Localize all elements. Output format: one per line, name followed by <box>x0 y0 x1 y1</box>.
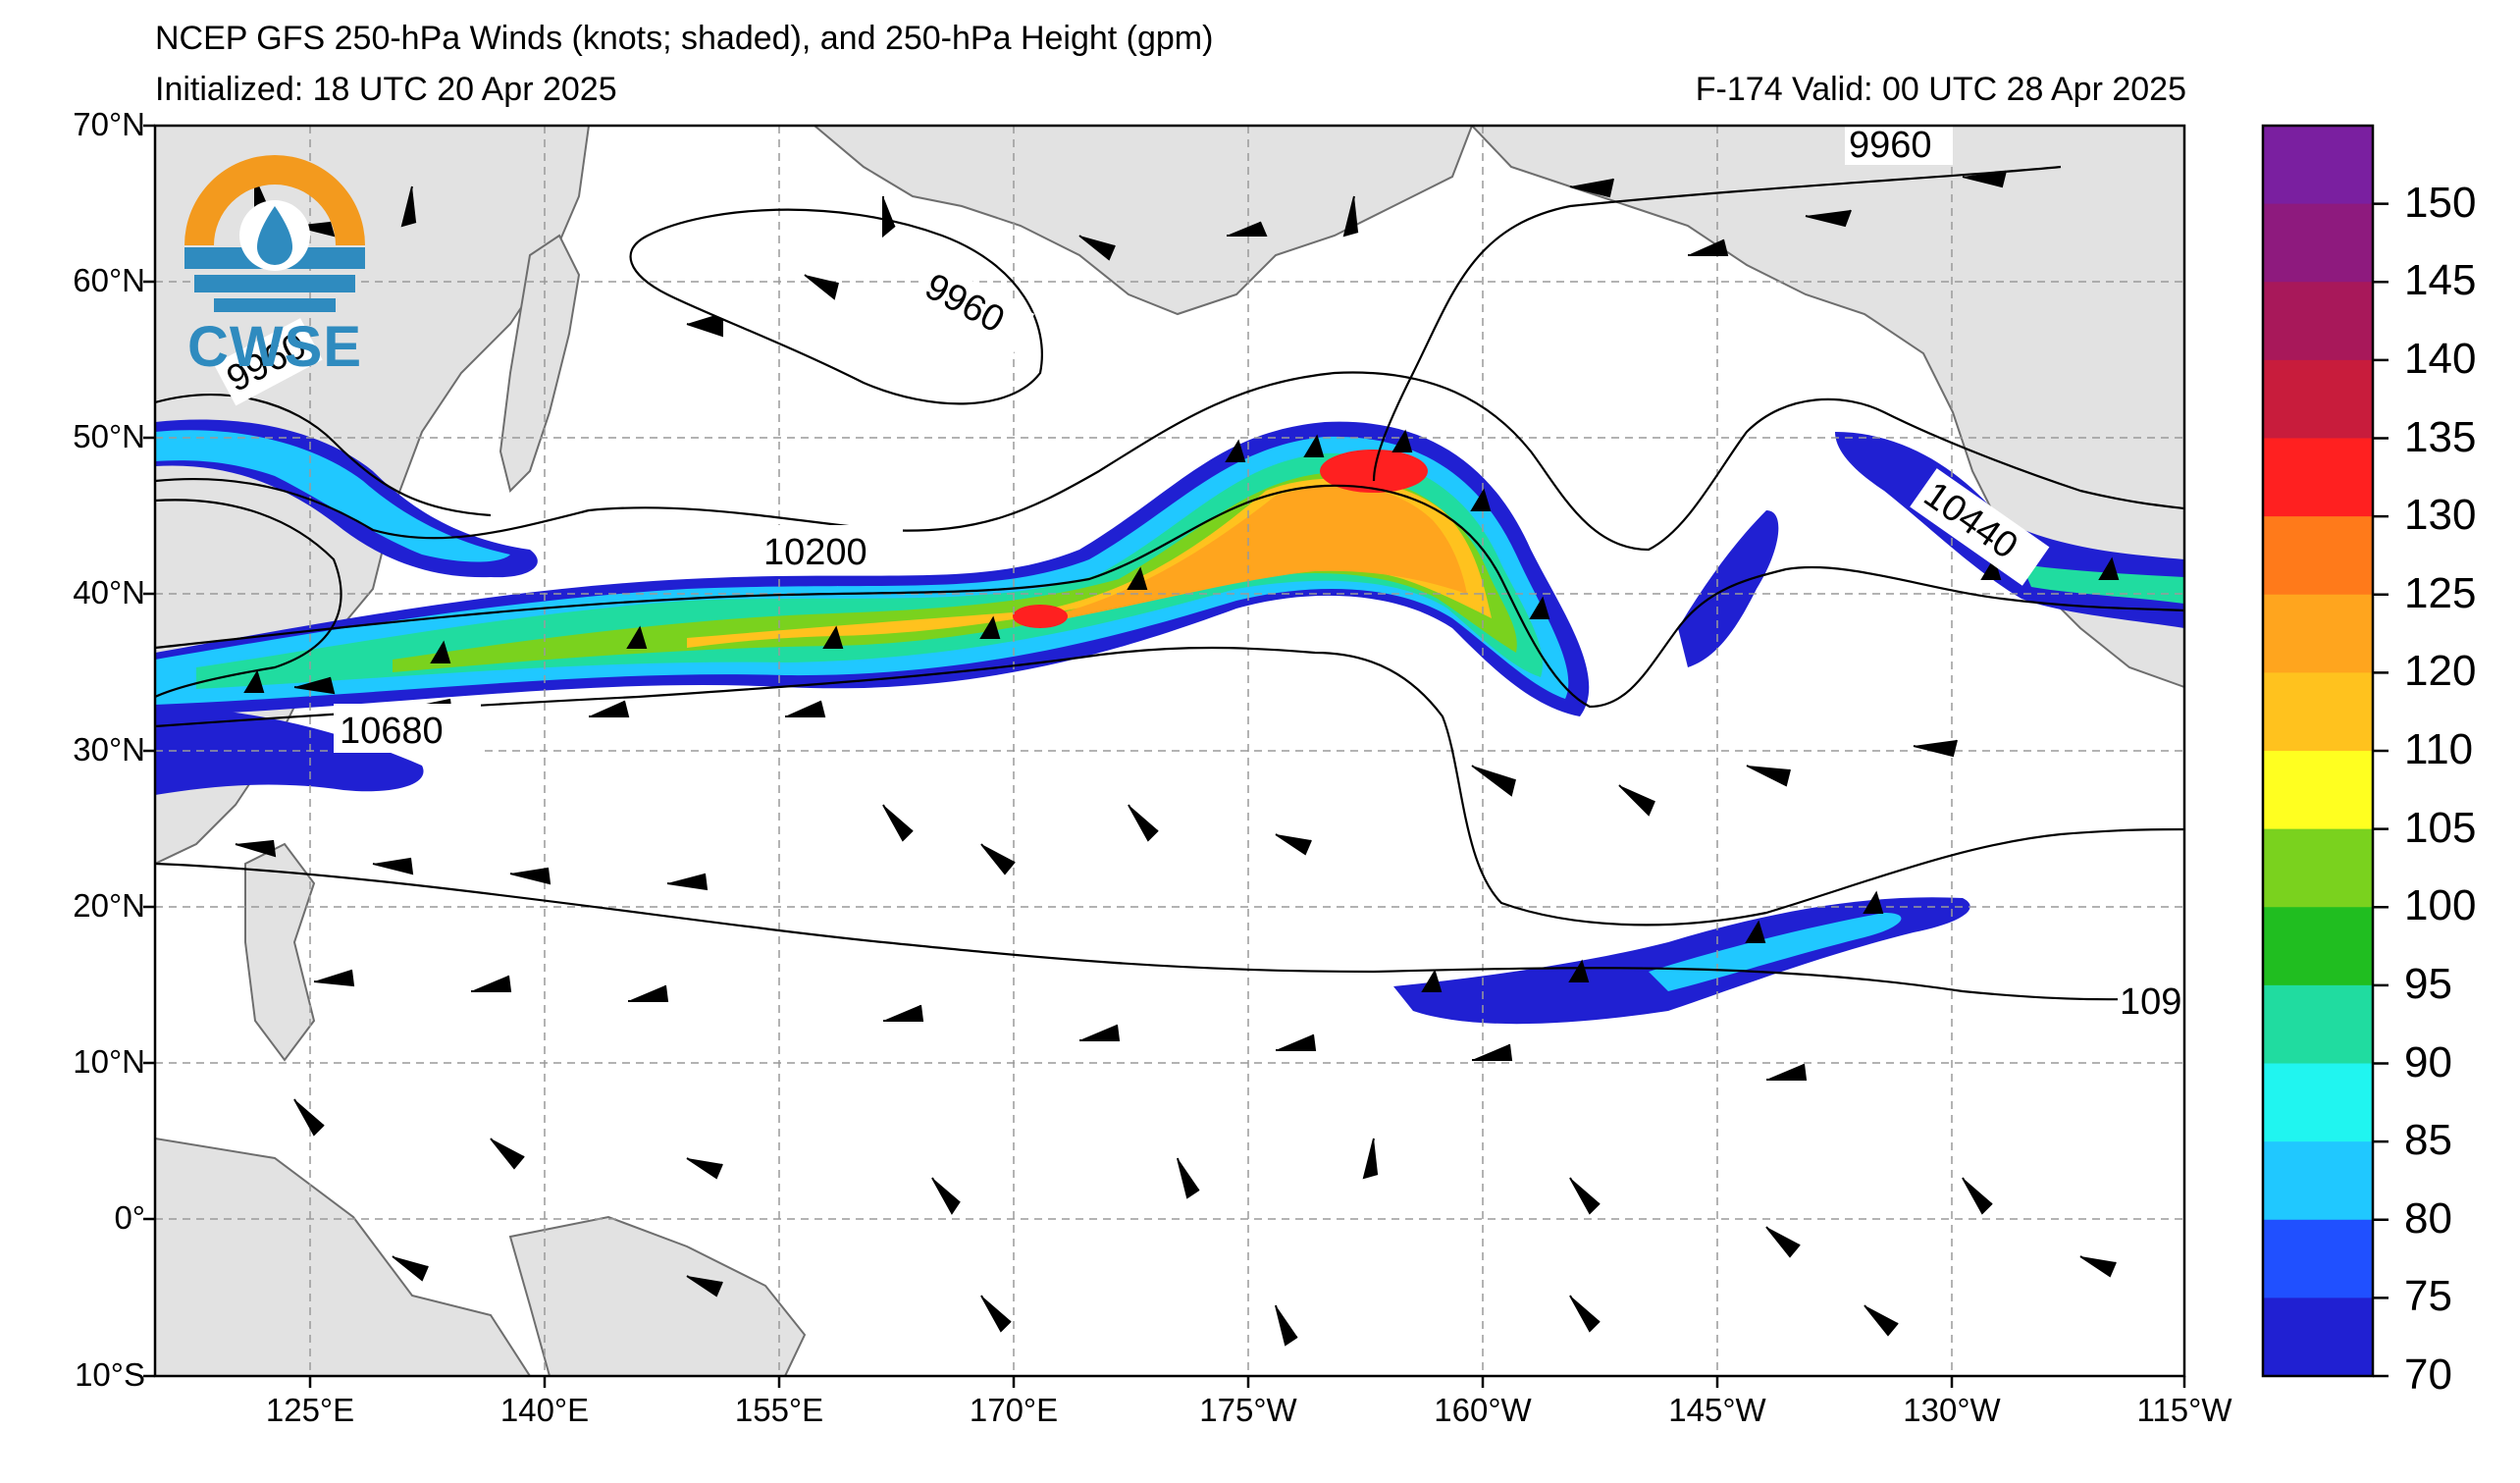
lat-label-60n: 60°N <box>73 262 145 298</box>
colorbar-label: 120 <box>2404 647 2477 696</box>
colorbar-swatch <box>2263 1063 2373 1142</box>
colorbar-swatch <box>2263 672 2373 752</box>
contour-label-10200: 10200 <box>763 532 867 573</box>
colorbar-swatch <box>2263 1298 2373 1377</box>
init-time: Initialized: 18 UTC 20 Apr 2025 <box>155 71 617 108</box>
colorbar-swatch <box>2263 126 2373 205</box>
colorbar-label: 90 <box>2404 1037 2452 1086</box>
colorbar-label: 140 <box>2404 334 2477 383</box>
colorbar-swatch <box>2263 828 2373 908</box>
colorbar-label: 130 <box>2404 491 2477 540</box>
colorbar-label: 85 <box>2404 1116 2452 1165</box>
valid-time: F-174 Valid: 00 UTC 28 Apr 2025 <box>1695 71 2186 108</box>
height-contours <box>155 165 2184 1001</box>
cwse-logo: CWSE <box>167 137 383 393</box>
lon-label-145w: 145°W <box>1668 1392 1766 1428</box>
jet-max-red2 <box>1013 605 1068 628</box>
colorbar-label: 150 <box>2404 178 2477 227</box>
lat-label-0: 0° <box>114 1199 145 1236</box>
jet-northwest-in <box>155 430 510 562</box>
colorbar-label: 125 <box>2404 568 2477 617</box>
lon-label-140e: 140°E <box>499 1392 590 1428</box>
colorbar-label: 80 <box>2404 1193 2452 1243</box>
colorbar-label: 135 <box>2404 412 2477 461</box>
colorbar-label: 70 <box>2404 1351 2452 1399</box>
lon-label-170e: 170°E <box>969 1392 1059 1428</box>
colorbar-swatch <box>2263 594 2373 673</box>
lon-label-155e: 155°E <box>734 1392 824 1428</box>
colorbar-label: 95 <box>2404 959 2452 1008</box>
lon-label-160w: 160°W <box>1434 1392 1532 1428</box>
lon-label-130w: 130°W <box>1903 1392 2001 1428</box>
colorbar-swatch <box>2263 203 2373 283</box>
lat-label-10s: 10°S <box>75 1356 145 1393</box>
jet-trop-in <box>1649 913 1902 991</box>
colorbar-label: 105 <box>2404 803 2477 852</box>
lat-label-20n: 20°N <box>73 887 145 924</box>
contour-label-109: 109 <box>2120 981 2181 1023</box>
colorbar-swatch <box>2263 438 2373 517</box>
lon-label-125e: 125°E <box>265 1392 355 1428</box>
colorbar-swatch <box>2263 751 2373 830</box>
lat-label-10n: 10°N <box>73 1043 145 1080</box>
jet-south-west <box>155 707 424 795</box>
colorbar-swatch <box>2263 1141 2373 1221</box>
contour-label-9960-top: 9960 <box>1849 125 1932 166</box>
colorbar-swatch <box>2263 282 2373 361</box>
colorbar <box>2263 126 2373 1377</box>
lon-label-175w: 175°W <box>1199 1392 1297 1428</box>
map-title: NCEP GFS 250-hPa Winds (knots; shaded), … <box>155 20 1214 57</box>
logo-text: CWSE <box>187 315 362 379</box>
lat-label-40n: 40°N <box>73 574 145 610</box>
colorbar-swatch <box>2263 516 2373 596</box>
wind-barbs <box>235 170 2120 1347</box>
lat-label-30n: 30°N <box>73 731 145 768</box>
colorbar-swatch <box>2263 907 2373 986</box>
logo-emblem-icon <box>184 155 365 312</box>
colorbar-swatch <box>2263 359 2373 439</box>
colorbar-label: 110 <box>2404 725 2474 773</box>
axis-ticks <box>143 124 2186 1388</box>
lat-label-70n: 70°N <box>73 106 145 142</box>
colorbar-swatch <box>2263 1219 2373 1298</box>
wind-shading <box>155 419 2184 1025</box>
lon-label-115w: 115°W <box>2136 1392 2232 1428</box>
colorbar-ticks <box>2373 202 2389 1378</box>
colorbar-swatch <box>2263 984 2373 1064</box>
colorbar-label: 145 <box>2404 256 2477 305</box>
colorbar-label: 100 <box>2404 881 2477 930</box>
jet-east-b-in <box>2021 564 2184 604</box>
contour-label-10680: 10680 <box>340 711 444 752</box>
lat-lon-grid <box>155 126 2184 1376</box>
lat-label-50n: 50°N <box>73 418 145 454</box>
jet-main-inner <box>196 452 1543 689</box>
colorbar-label: 75 <box>2404 1272 2452 1321</box>
